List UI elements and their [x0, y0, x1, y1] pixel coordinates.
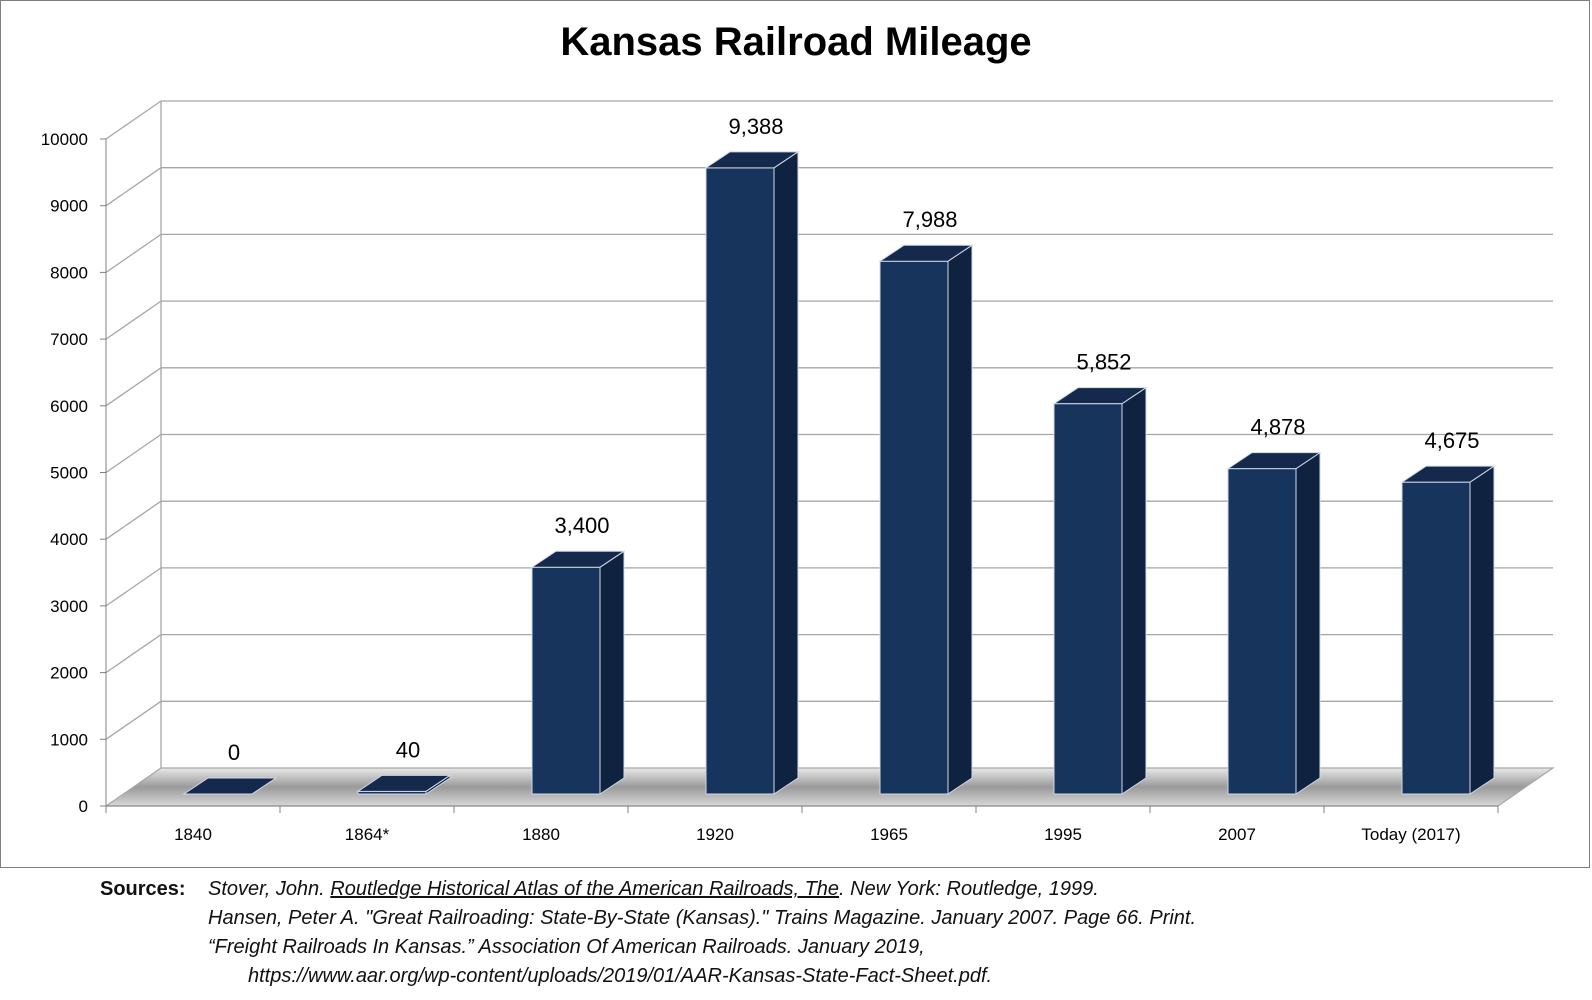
source-line-2: Hansen, Peter A. "Great Railroading: Sta… [208, 907, 1197, 929]
bar-front [531, 566, 601, 795]
y-tick-label: 6000 [50, 397, 88, 416]
y-tick-label: 3000 [50, 597, 88, 616]
gridline-diagonal [105, 233, 162, 273]
bar [1052, 386, 1148, 795]
gridline-diagonal [105, 300, 162, 340]
gridline-diagonal [105, 167, 162, 207]
chart-title: Kansas Railroad Mileage [560, 20, 1031, 64]
x-tick-label: Today (2017) [1361, 825, 1460, 844]
bar-top [356, 774, 452, 792]
x-tick-label: 1965 [870, 825, 908, 844]
bar-front [705, 167, 775, 795]
data-label: 4,878 [1250, 415, 1305, 440]
bar-top [182, 777, 278, 795]
grid [100, 100, 1553, 807]
bar-top [1052, 387, 1148, 405]
floor-plane [104, 767, 1555, 807]
bar-side [947, 244, 973, 795]
bar-top [530, 550, 626, 568]
data-label: 3,400 [554, 513, 609, 538]
x-tick-label: 1995 [1044, 825, 1082, 844]
y-tick-label: 2000 [50, 664, 88, 683]
bar [704, 150, 800, 795]
sources-label: Sources: [100, 878, 186, 900]
y-tick-label: 5000 [50, 464, 88, 483]
bar [878, 244, 974, 795]
gridline-diagonal [105, 634, 162, 674]
source-author-1: Stover, John. [208, 878, 331, 900]
y-axis-ticks: 0 1000 2000 3000 4000 5000 6000 7000 8000 9000 100… [41, 130, 88, 816]
data-label: 5,852 [1076, 350, 1131, 375]
bars [182, 150, 1496, 795]
bar-side [1469, 465, 1495, 795]
bar [530, 550, 626, 795]
chart-frame: Kansas Railroad Mileage 0 1000 2000 3000 400… [0, 0, 1590, 868]
y-tick-label: 8000 [50, 263, 88, 282]
bar [182, 777, 278, 795]
gridline-diagonal [105, 500, 162, 540]
bar-side [773, 150, 799, 795]
y-tick-label: 1000 [50, 730, 88, 749]
data-label: 4,675 [1424, 428, 1479, 453]
gridline-diagonal [105, 433, 162, 474]
bar-top [704, 151, 800, 169]
bar-front [879, 260, 949, 795]
y-tick-label: 0 [79, 797, 88, 816]
source-publisher-1: . New York: Routledge, 1999. [839, 878, 1099, 900]
bar-top [1400, 465, 1496, 483]
bar-front [1053, 403, 1123, 795]
data-label: 9,388 [728, 114, 783, 139]
bar-front [1401, 481, 1471, 795]
bar-top [878, 244, 974, 262]
data-label: 7,988 [902, 207, 957, 232]
y-tick-label: 4000 [50, 530, 88, 549]
bar [1226, 451, 1322, 795]
data-label: 40 [396, 737, 420, 762]
x-tick-label: 1840 [174, 825, 212, 844]
bar [1400, 465, 1496, 795]
bar-front [1227, 468, 1297, 795]
bar [356, 774, 452, 795]
x-tick-label: 2007 [1218, 825, 1256, 844]
bar-chart: Kansas Railroad Mileage 0100020003000400… [41, 20, 1555, 844]
data-label: 0 [228, 740, 240, 765]
bar-side [1121, 386, 1147, 795]
x-tick-label: 1880 [522, 825, 560, 844]
chart-floor [104, 767, 1555, 807]
bar-top [1226, 452, 1322, 470]
x-axis-ticks: 1840 1864* 1880 1920 1965 1995 2007 Today (2017… [105, 806, 1499, 844]
x-tick-label: 1864* [345, 825, 390, 844]
gridline-diagonal [105, 100, 162, 140]
y-tick-label: 10000 [41, 130, 88, 149]
source-line-1: Stover, John. Routledge Historical Atlas… [208, 875, 1099, 904]
y-tick-label: 9000 [50, 197, 88, 216]
y-tick-label: 7000 [50, 330, 88, 349]
source-title-1: Routledge Historical Atlas of the Americ… [330, 878, 840, 900]
data-labels: 0 40 3,400 9,388 7,988 5,852 4,878 4,675 [228, 114, 1480, 765]
gridline-diagonal [105, 367, 162, 407]
gridline-diagonal [105, 700, 162, 740]
gridline-diagonal [105, 567, 162, 607]
x-tick-label: 1920 [696, 825, 734, 844]
source-line-4: https://www.aar.org/wp-content/uploads/2… [248, 965, 993, 987]
source-line-3: “Freight Railroads In Kansas.” Associati… [208, 936, 925, 958]
bar-side [599, 550, 625, 795]
bar-side [1295, 451, 1321, 795]
